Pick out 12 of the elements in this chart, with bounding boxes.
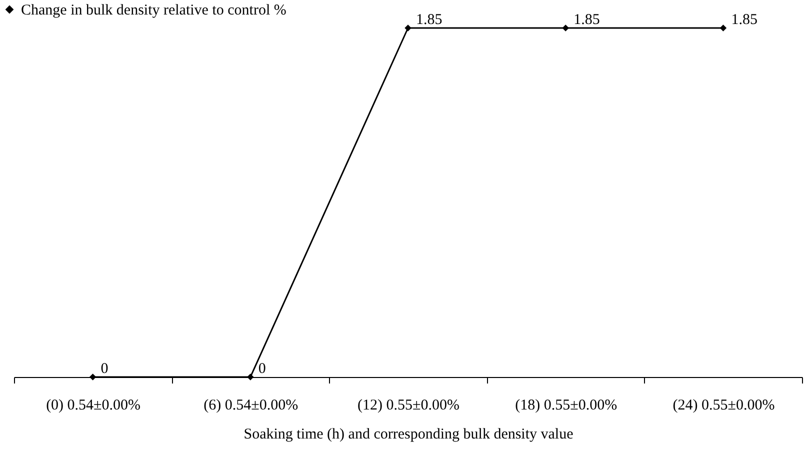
- data-label: 1.85: [574, 12, 600, 28]
- legend-label: Change in bulk density relative to control %: [21, 2, 286, 18]
- data-label: 0: [100, 361, 108, 377]
- data-label: 1.85: [416, 12, 442, 28]
- x-axis-title: Soaking time (h) and corresponding bulk density value: [244, 426, 574, 442]
- x-tick-label: (0) 0.54±0.00%: [46, 398, 141, 414]
- x-tick-label: (6) 0.54±0.00%: [204, 398, 298, 414]
- data-label: 0: [258, 361, 266, 377]
- x-tick-label: (18) 0.55±0.00%: [515, 398, 618, 414]
- x-tick-label: (24) 0.55±0.00%: [672, 398, 775, 414]
- data-label: 1.85: [731, 12, 758, 28]
- x-tick-label: (12) 0.55±0.00%: [358, 398, 460, 414]
